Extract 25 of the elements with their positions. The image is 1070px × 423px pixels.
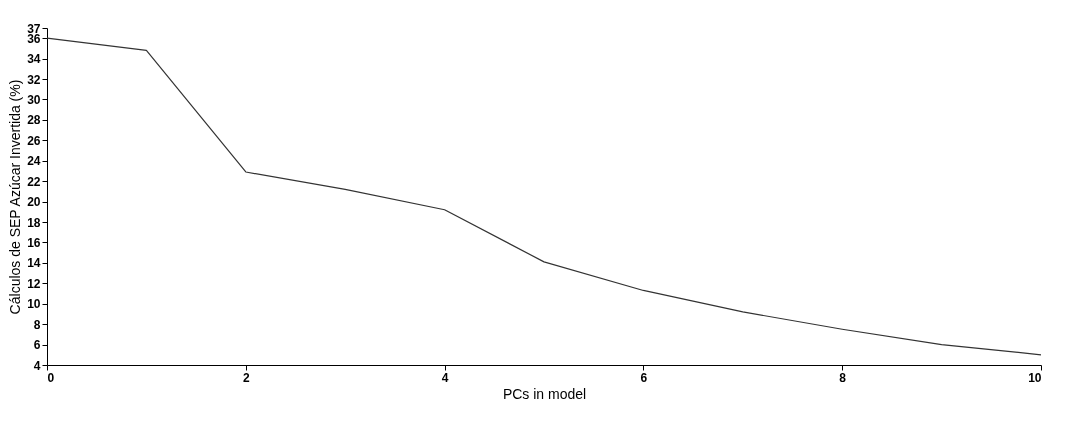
y-tick-label: 18 xyxy=(27,215,41,230)
y-tick-label: 14 xyxy=(27,256,41,271)
y-tick-label: 24 xyxy=(27,154,41,169)
y-tick-label: 20 xyxy=(27,195,41,210)
y-tick-label: 4 xyxy=(33,358,41,373)
y-tick-label: 22 xyxy=(27,174,41,189)
x-axis-title: PCs in model xyxy=(502,385,587,402)
y-tick-label: 12 xyxy=(27,276,41,291)
line-series xyxy=(46,37,1042,356)
y-tick-label: 28 xyxy=(27,113,41,128)
x-tick-label: 8 xyxy=(839,370,847,385)
x-tick-label: 2 xyxy=(242,370,250,385)
x-tick-label: 0 xyxy=(47,370,55,385)
y-tick-label: 16 xyxy=(27,235,41,250)
x-tick-label: 10 xyxy=(1028,370,1042,385)
y-tick-label: 10 xyxy=(27,297,41,312)
y-tick-label: 32 xyxy=(27,72,41,87)
y-tick-label: 8 xyxy=(33,317,41,332)
x-tick-label: 6 xyxy=(640,370,648,385)
y-tick-label: 26 xyxy=(27,133,41,148)
x-tick-label: 4 xyxy=(441,370,449,385)
y-axis-title: Cálculos de SEP Azúcar Invertida (%) xyxy=(7,79,24,315)
y-tick-label: 30 xyxy=(27,92,41,107)
y-tick-label: 6 xyxy=(33,338,41,353)
y-tick-label: 34 xyxy=(27,52,41,67)
